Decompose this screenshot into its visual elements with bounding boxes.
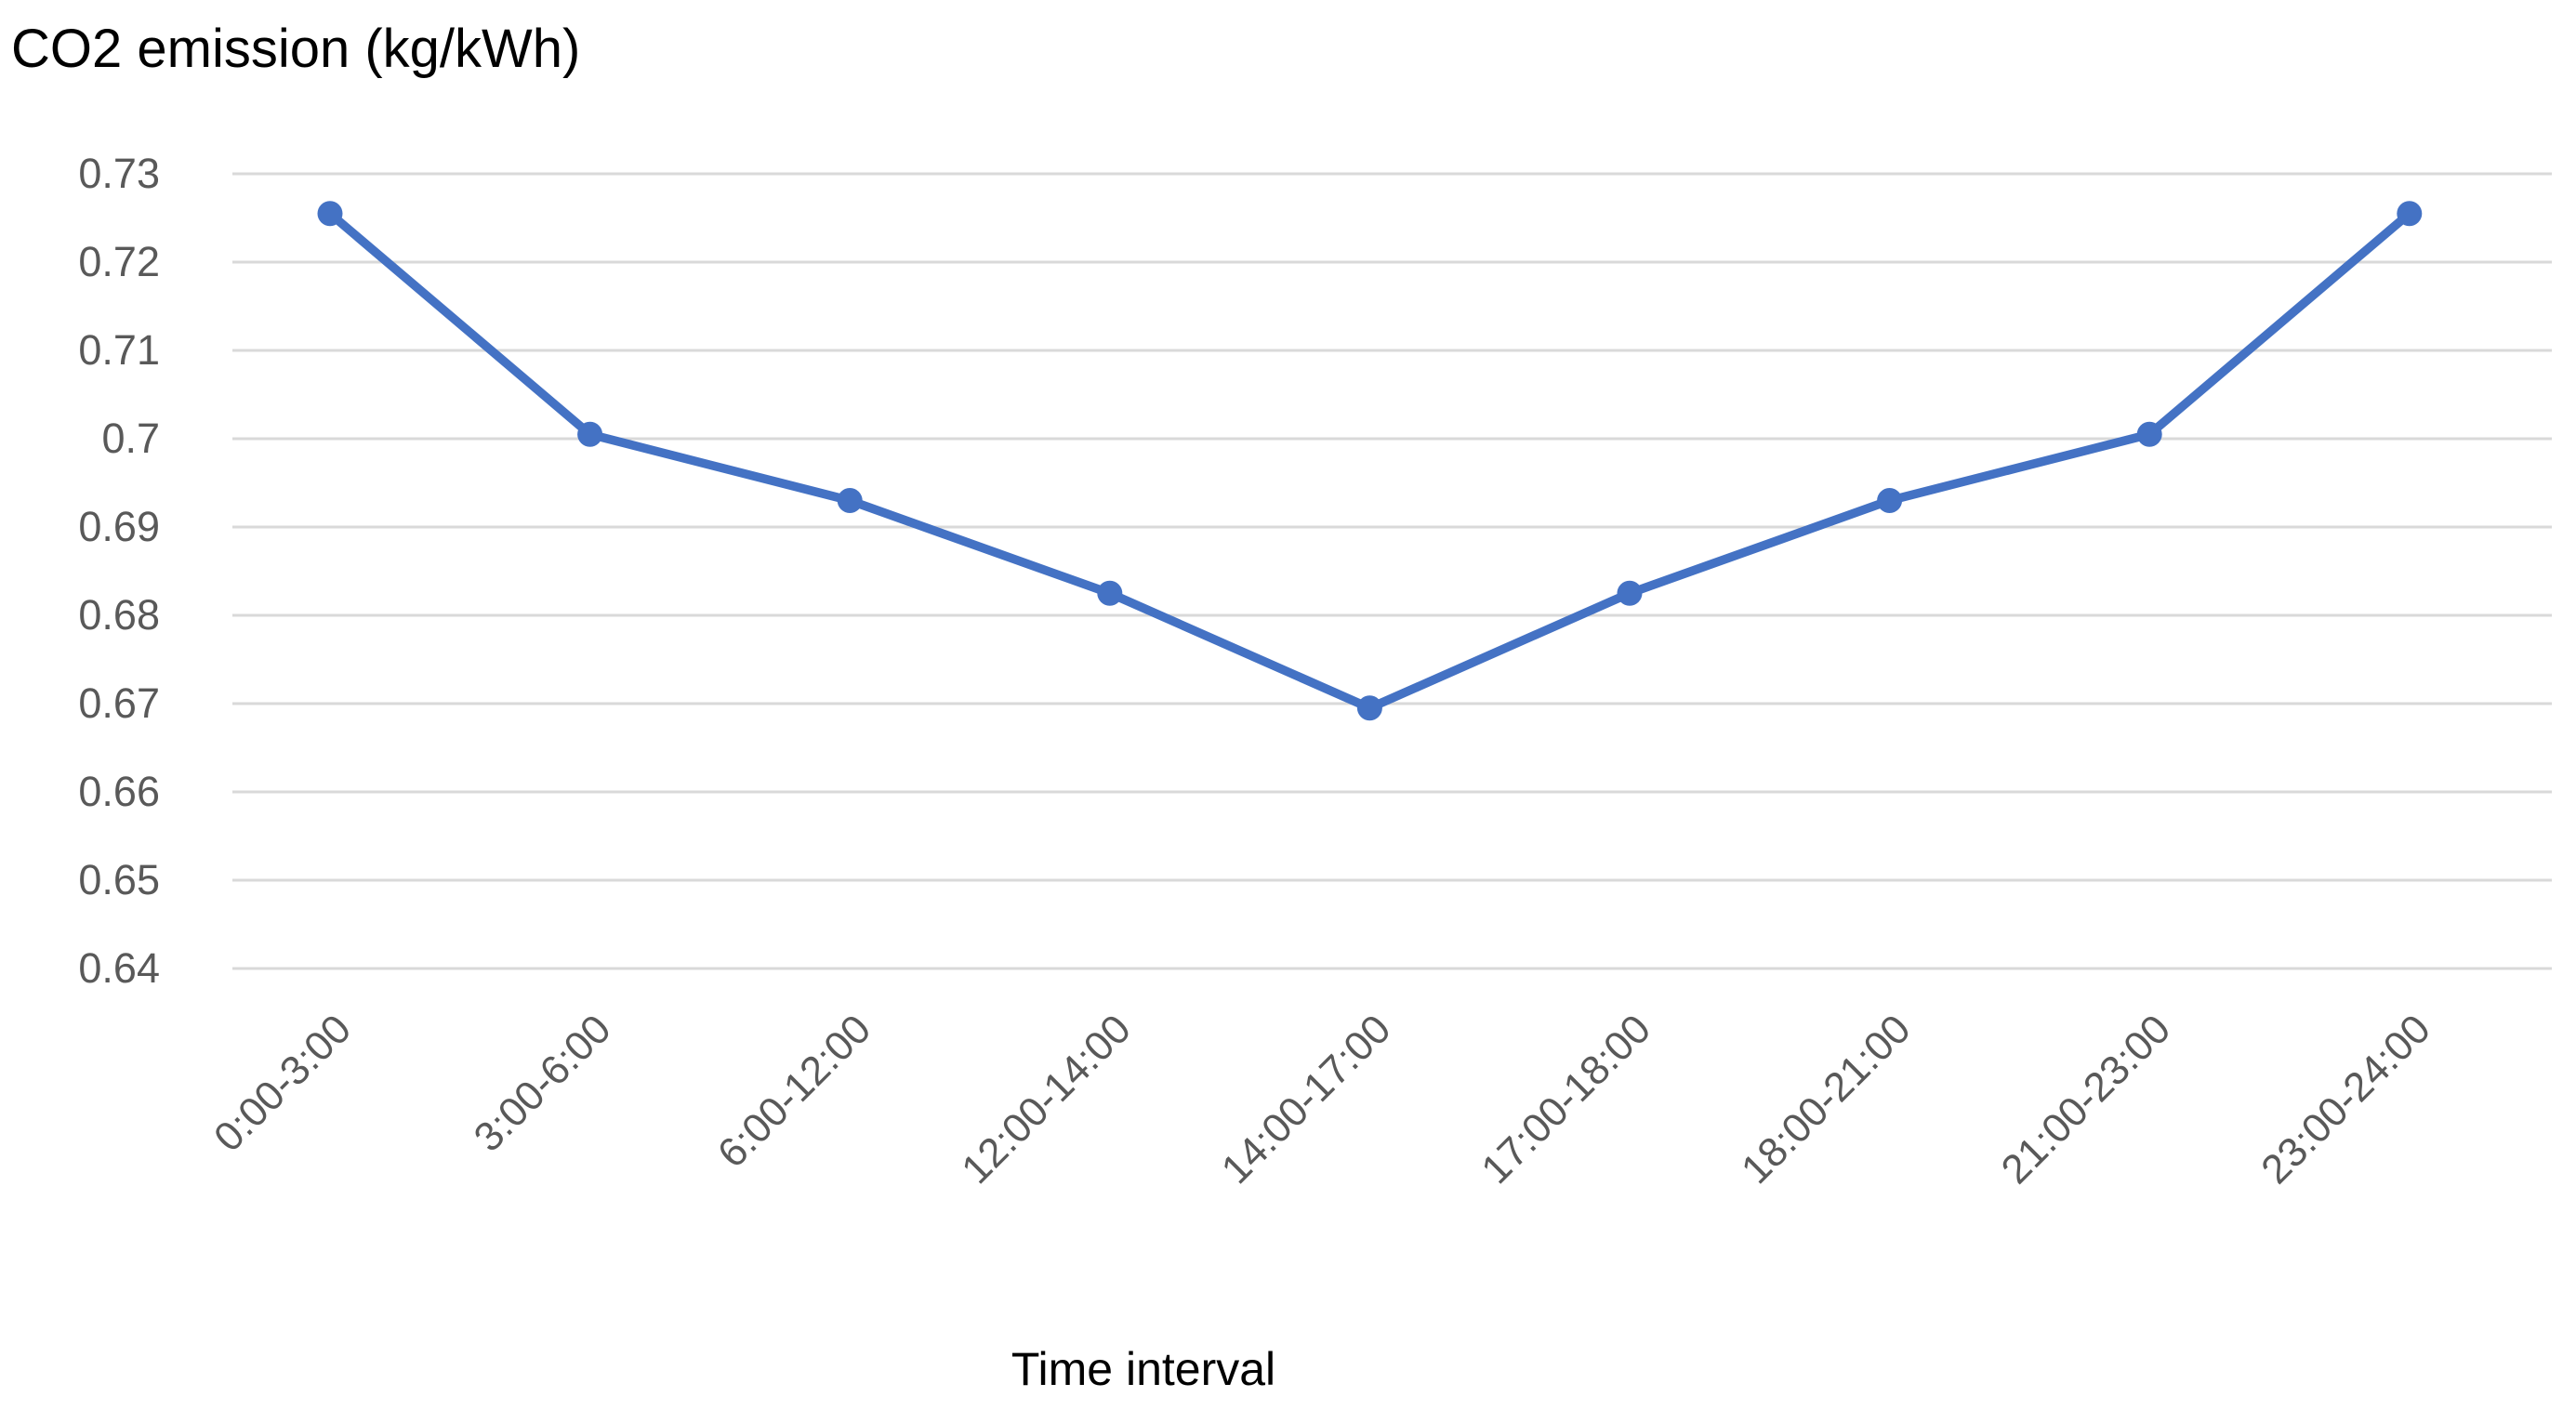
y-tick-label: 0.65 (78, 856, 160, 903)
data-point-marker (317, 201, 343, 227)
gridlines (232, 172, 2552, 970)
y-axis-tick-labels: 0.73 0.72 0.71 0.7 0.69 0.68 0.67 0.66 0.65 0.64 (78, 150, 160, 992)
x-tick-label: 0:00-3:00 (205, 1006, 360, 1160)
chart-title: CO2 emission (kg/kWh) (11, 19, 580, 79)
x-tick-label: 21:00-23:00 (1993, 1006, 2180, 1193)
y-tick-label: 0.71 (78, 326, 160, 374)
x-tick-label: 23:00-24:00 (2252, 1006, 2439, 1193)
y-tick-label: 0.64 (78, 944, 160, 992)
data-point-marker (577, 421, 603, 447)
data-point-marker (1097, 580, 1123, 606)
x-tick-label: 17:00-18:00 (1473, 1006, 1659, 1193)
data-point-marker (1877, 488, 1903, 513)
y-tick-label: 0.66 (78, 768, 160, 815)
data-points (317, 201, 2423, 721)
x-tick-label: 18:00-21:00 (1733, 1006, 1920, 1193)
x-tick-label: 6:00-12:00 (709, 1006, 879, 1176)
data-line (325, 209, 2414, 713)
x-axis-tick-labels: 0:00-3:00 3:00-6:00 6:00-12:00 12:00-14:00 1… (205, 1006, 2439, 1193)
x-axis-title: Time interval (1011, 1343, 1275, 1395)
y-tick-label: 0.67 (78, 679, 160, 727)
y-tick-label: 0.68 (78, 591, 160, 639)
y-tick-label: 0.69 (78, 503, 160, 550)
data-point-marker (2136, 421, 2162, 447)
x-tick-label: 14:00-17:00 (1213, 1006, 1400, 1193)
y-tick-label: 0.72 (78, 238, 160, 285)
y-tick-label: 0.73 (78, 150, 160, 197)
data-point-marker (1356, 695, 1382, 721)
data-point-marker (837, 488, 863, 513)
y-tick-label: 0.7 (101, 415, 160, 462)
x-tick-label: 3:00-6:00 (466, 1006, 620, 1160)
data-point-marker (2397, 201, 2423, 227)
data-point-marker (1617, 580, 1643, 606)
x-tick-label: 12:00-14:00 (953, 1006, 1140, 1193)
